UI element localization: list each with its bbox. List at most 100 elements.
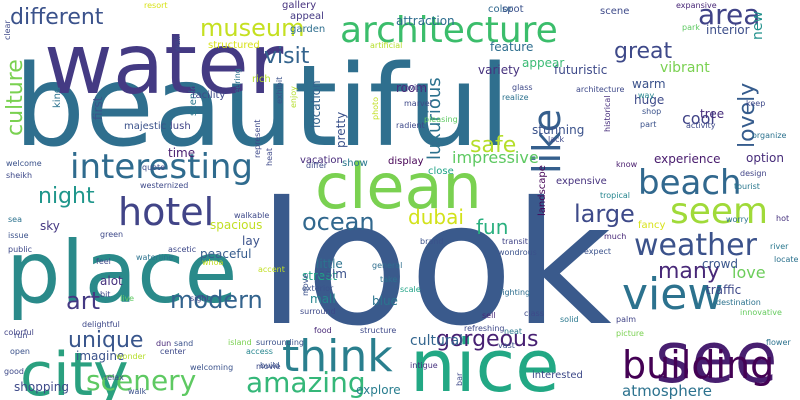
word: resort [144,1,168,10]
word: room [396,81,427,95]
word: feel [96,257,111,266]
word: appeal [290,11,324,22]
word: island [228,338,252,347]
word: issue [8,231,29,240]
word: experience [654,152,721,166]
word: green [100,230,123,239]
word: alot [100,274,123,288]
word: expensive [556,176,607,187]
word: whoa [202,258,224,267]
word: close [428,166,454,177]
word: mall [310,292,336,306]
word: gallery [282,0,316,11]
word: beautiful [14,42,510,172]
word: large [574,200,635,228]
word: culture [3,59,28,136]
word: intigue [410,361,438,370]
word: bar [455,372,464,386]
word: sea [8,215,22,224]
word: brand [420,237,443,246]
word: vacation [300,155,343,166]
word: architecture [340,10,558,51]
word: worry [726,215,749,224]
word: appear [522,56,564,70]
word: attraction [396,14,455,28]
word: structure [360,326,396,335]
word: spot [502,4,524,15]
word: engineering [233,68,242,116]
word: see [655,317,778,399]
word: surround [300,307,336,316]
word: hotel [118,190,214,234]
word: bit [100,290,110,299]
word: like [525,109,569,174]
word: weather [634,228,758,263]
word: welcome [6,159,42,168]
word: atmosphere [622,382,712,400]
word: fancy [638,220,665,231]
word: feature [490,40,533,54]
word: park [682,23,700,32]
word: design [740,169,767,178]
word: ocean [302,208,375,236]
word: quote [142,163,165,172]
word: glass [512,83,533,92]
word: take [380,275,397,284]
word: night [38,184,95,209]
word: museum [200,14,304,42]
word: scenic [188,85,199,116]
word: huge [634,93,664,107]
word: warm [632,77,666,91]
word: picture [616,329,644,338]
word: westernized [140,181,188,190]
word: dun [156,339,171,348]
word: luxurious [424,77,445,160]
word: architecture [576,85,624,94]
word: modern [170,286,263,314]
word: time [168,146,195,160]
word: nice [410,324,560,400]
word: variety [478,63,520,77]
word: movie [256,362,281,371]
word: realize [502,93,529,102]
word: pleasing [424,115,458,124]
word: destination [716,298,761,307]
word: visit [264,44,310,69]
word: street [302,269,337,283]
word: sand [174,339,193,348]
word: ascetic [168,245,196,254]
word: peaceful [200,247,252,261]
word: sell [482,311,496,320]
word: differ [306,161,328,170]
word: radient [396,121,425,130]
word: scenery [86,364,196,397]
word: interesting [70,147,253,187]
word: display [388,156,424,167]
word: interested [532,370,583,381]
word: shopping [14,380,69,394]
word: lighting [500,288,530,297]
word: represent [253,120,262,158]
word: shop [642,107,661,116]
word: building [622,343,774,387]
word: location [309,80,323,128]
word: great [614,39,673,64]
word: fun [476,215,508,239]
word: exterior [302,284,334,293]
word: palm [616,315,636,324]
word: live [120,294,134,303]
word: locate [774,255,799,264]
word: neat [504,327,522,336]
word: expect [584,247,611,256]
word: imagine [76,349,124,363]
word: access [246,347,273,356]
word: love [732,263,766,282]
word: wondrous [498,248,537,257]
word: little [316,257,343,271]
word: build [260,361,280,370]
word: welcoming [190,363,233,372]
word: walkable [234,211,269,220]
